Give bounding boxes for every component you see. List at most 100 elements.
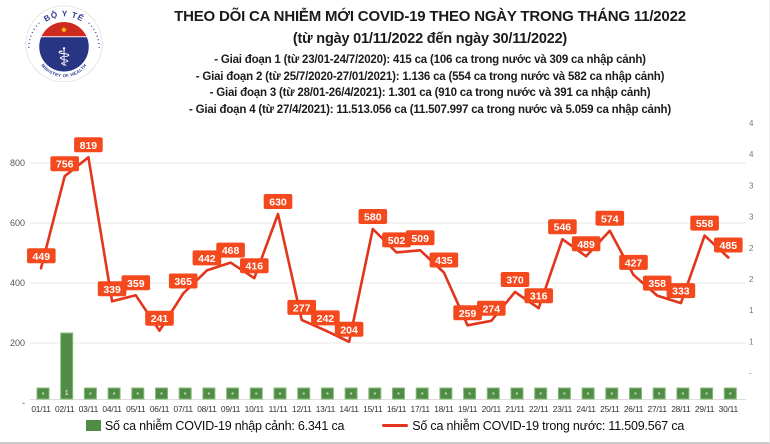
x-tick-label: 13/11	[316, 404, 336, 414]
point-label-box	[97, 281, 127, 297]
point-label-value: 468	[222, 245, 240, 257]
imported-bar-dot	[468, 392, 471, 395]
point-label-box	[121, 275, 151, 291]
point-label-value: 485	[720, 240, 738, 252]
point-label-box	[382, 232, 411, 248]
point-label-value: 580	[364, 212, 382, 224]
point-label-box	[27, 248, 56, 264]
svg-text:BỘ Y TẾ: BỘ Y TẾ	[42, 9, 86, 23]
phase-1-summary: - Giai đoạn 1 (từ 23/01-24/7/2020): 415 …	[214, 54, 646, 66]
imported-bar-dot	[610, 392, 613, 395]
imported-bar-dot	[563, 392, 566, 395]
imported-bar-dot	[231, 392, 234, 395]
imported-bar-dot	[207, 392, 210, 395]
imported-bar-dot	[302, 392, 305, 395]
point-label-box	[192, 250, 222, 266]
x-tick-label: 01/11	[31, 404, 51, 414]
x-tick-label: 26/11	[624, 404, 644, 414]
x-tick-label: 07/11	[174, 404, 194, 414]
point-label-value: 489	[577, 239, 595, 251]
point-label-value: 630	[269, 197, 287, 209]
imported-bar-dot	[373, 392, 376, 395]
point-label-box	[263, 194, 293, 209]
point-label-value: 259	[459, 308, 477, 320]
imported-bar-label: 1	[65, 390, 69, 397]
point-label-value: 277	[293, 302, 311, 314]
point-label-box	[240, 258, 269, 274]
point-label-value: 756	[56, 159, 74, 171]
right-axis-tick-label: 2	[749, 244, 754, 253]
x-tick-label: 24/11	[576, 404, 596, 414]
domestic-line	[39, 156, 730, 344]
x-tick-label: 27/11	[648, 404, 668, 414]
legend-domestic-label: Số ca nhiễm COVID-19 trong nước: 11.509.…	[412, 419, 685, 433]
imported-bar-dot	[421, 392, 424, 395]
x-tick-label: 09/11	[221, 404, 241, 414]
logo-red-band	[39, 22, 89, 37]
point-label-value: 359	[127, 278, 145, 290]
point-label-box	[524, 288, 553, 304]
point-label-box	[145, 310, 174, 326]
point-label-value: 509	[411, 233, 429, 245]
x-tick-label: 25/11	[600, 404, 620, 414]
point-label-value: 558	[696, 218, 714, 230]
right-axis-tick-label: 4	[749, 150, 754, 159]
y-axis-tick-label: 200	[10, 338, 25, 348]
point-label-box	[429, 252, 459, 268]
imported-bar-dot	[587, 392, 590, 395]
x-tick-label: 30/11	[719, 404, 739, 414]
logo-star-icon: ★	[60, 24, 68, 34]
imported-bar-dot	[279, 392, 281, 395]
legend-imported-swatch	[85, 420, 101, 431]
x-tick-label: 16/11	[387, 404, 407, 414]
x-tick-label: 05/11	[126, 404, 146, 414]
point-label-box	[334, 321, 364, 337]
x-tick-label: 28/11	[671, 404, 691, 414]
imported-bar-dot	[729, 392, 732, 395]
point-label-box	[216, 242, 245, 258]
point-label-box	[714, 237, 743, 253]
point-label-box	[642, 275, 672, 291]
point-label-value: 365	[174, 276, 192, 288]
imported-bar-dot	[492, 392, 495, 395]
point-label-value: 819	[80, 140, 98, 152]
point-label-value: 546	[554, 222, 572, 234]
x-tick-label: 11/11	[269, 404, 288, 414]
page-subtitle: (từ ngày 01/11/2022 đến ngày 30/11/2022)	[292, 31, 568, 47]
point-label-box	[311, 310, 340, 326]
point-label-value: 442	[198, 253, 216, 265]
phase-4-summary: - Giai đoạn 4 (từ 27/4/2021): 11.513.056…	[188, 103, 671, 116]
imported-bar-dot	[326, 392, 329, 395]
point-label-box	[168, 273, 198, 289]
point-label-box	[548, 219, 577, 235]
x-tick-label: 02/11	[55, 404, 75, 414]
imported-bar-dot	[160, 392, 163, 395]
imported-bar	[60, 332, 74, 400]
right-axis-tick-label: 2	[749, 275, 754, 284]
phase-summary-list: - Giai đoạn 1 (từ 23/01-24/7/2020): 415 …	[110, 52, 750, 118]
imported-bar-dot	[634, 392, 637, 395]
x-tick-label: 22/11	[529, 404, 549, 414]
point-label-box	[405, 230, 435, 246]
imported-bar-dot	[658, 392, 661, 395]
x-tick-label: 17/11	[411, 404, 431, 414]
point-label-value: 242	[317, 313, 335, 325]
point-label-value: 333	[672, 286, 690, 298]
point-label-box	[500, 272, 530, 287]
right-axis-tick-label: 3	[749, 213, 754, 222]
y-axis-tick-label: 400	[10, 278, 25, 288]
x-tick-label: 04/11	[102, 404, 122, 414]
point-label-value: 449	[33, 251, 51, 263]
imported-bar-dot	[255, 392, 258, 395]
imported-bar-dot	[184, 392, 187, 395]
right-axis-tick-label: 1	[749, 337, 754, 346]
phase-3-summary: - Giai đoạn 3 (từ 28/01-26/4/2021): 1.30…	[209, 87, 651, 99]
imported-bar-dot	[350, 392, 353, 395]
right-axis-tick-label: -	[749, 369, 752, 378]
legend-domestic-swatch	[382, 424, 409, 427]
y-axis-tick-label: 800	[10, 158, 25, 168]
point-label-box	[595, 210, 625, 226]
right-axis-tick-label: 4	[749, 119, 754, 128]
